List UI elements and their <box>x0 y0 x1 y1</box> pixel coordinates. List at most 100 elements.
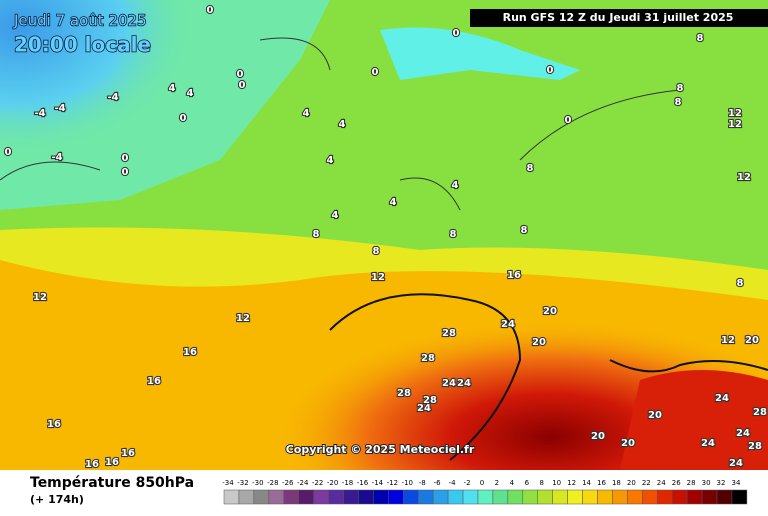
scale-tick-label: 12 <box>567 479 576 487</box>
contour-label: 16 <box>85 459 99 470</box>
contour-label: 8 <box>675 97 682 108</box>
scale-swatch <box>223 489 240 505</box>
contour-label: 8 <box>737 278 744 289</box>
contour-label: 0 <box>122 167 129 178</box>
contour-label: 8 <box>450 229 457 240</box>
contour-label: 12 <box>737 172 751 183</box>
legend-title: Température 850hPa <box>30 475 194 491</box>
scale-swatch <box>403 489 419 505</box>
scale-tick-label: 2 <box>495 479 499 487</box>
contour-label: 0 <box>122 153 129 164</box>
scale-swatch <box>268 489 285 505</box>
contour-label: 8 <box>697 33 704 44</box>
scale-tick-label: -30 <box>252 479 263 487</box>
scale-tick-label: 6 <box>525 479 530 487</box>
contour-label: 0 <box>239 80 246 91</box>
contour-label: 4 <box>452 180 459 191</box>
scale-swatch <box>253 489 270 505</box>
contour-label: 12 <box>371 272 385 283</box>
contour-label: 8 <box>527 163 534 174</box>
contour-label: 16 <box>47 419 61 430</box>
contour-label: 8 <box>521 225 528 236</box>
scale-swatch <box>388 489 404 505</box>
scale-tick-label: 34 <box>731 479 740 487</box>
scale-tick-label: -2 <box>464 479 471 487</box>
contour-label: 16 <box>121 448 135 459</box>
contour-label: 24 <box>417 403 431 414</box>
scale-swatch <box>328 489 344 505</box>
scale-swatch <box>686 489 703 505</box>
scale-swatch <box>447 489 464 505</box>
scale-swatch <box>657 489 673 505</box>
scale-tick-label: -32 <box>237 479 248 487</box>
contour-label: 24 <box>501 319 515 330</box>
scale-tick-label: -34 <box>222 479 234 487</box>
contour-label: -4 <box>54 103 65 114</box>
scale-swatch <box>701 489 718 505</box>
contour-label: 24 <box>715 393 729 404</box>
scale-tick-label: -16 <box>357 479 369 487</box>
contour-label: 8 <box>313 229 320 240</box>
copyright: Copyright © 2025 Meteociel.fr <box>286 443 475 456</box>
contour-label: 0 <box>547 65 554 76</box>
scale-tick-label: -10 <box>402 479 413 487</box>
contour-label: 28 <box>442 328 456 339</box>
scale-tick-label: 14 <box>582 479 591 487</box>
contour-label: 12 <box>236 313 250 324</box>
scale-swatch <box>417 489 434 505</box>
scale-tick-label: 8 <box>540 479 544 487</box>
scale-tick-label: 24 <box>657 479 666 487</box>
contour-label: 28 <box>421 353 435 364</box>
contour-label: 28 <box>397 388 411 399</box>
contour-label: 24 <box>736 428 750 439</box>
scale-swatch <box>358 489 374 505</box>
cold-zone <box>0 0 360 260</box>
scale-swatch <box>731 489 748 505</box>
scale-swatch <box>582 489 598 505</box>
contour-label: 0 <box>372 67 379 78</box>
isotherm <box>329 293 522 461</box>
contour-label: 28 <box>423 395 437 406</box>
contour-label: 16 <box>507 270 521 281</box>
color-scale: -34 -32 -30 -28 -26 -24 -22 -20 -18 -16 -14 -12 -10-… <box>222 479 748 505</box>
scale-tick-label: -24 <box>297 479 309 487</box>
scale-swatch <box>537 489 553 505</box>
scale-swatch <box>283 489 299 505</box>
scale-swatch <box>671 489 688 505</box>
scale-swatch <box>462 489 479 505</box>
scale-tick-label: -12 <box>387 479 398 487</box>
run-info: Run GFS 12 Z du Jeudi 31 juillet 2025 <box>503 11 734 24</box>
contour-label: 12 <box>728 108 742 119</box>
scale-tick-label: -22 <box>312 479 323 487</box>
scale-swatch <box>522 489 538 505</box>
contour-label: 4 <box>339 119 346 130</box>
contour-label: 16 <box>105 457 119 468</box>
scale-swatch <box>298 489 314 505</box>
scale-swatch <box>507 489 524 505</box>
valid-time: 20:00 locale <box>14 33 151 57</box>
contour-label: 12 <box>721 335 735 346</box>
scale-swatch <box>313 489 329 505</box>
scale-tick-label: 28 <box>687 479 696 487</box>
scale-swatch <box>552 489 568 505</box>
contour-label: 4 <box>332 210 339 221</box>
contour-label: 0 <box>207 5 214 16</box>
scale-swatch <box>343 489 359 505</box>
contour-label: 4 <box>303 108 310 119</box>
contour-label: 28 <box>748 441 762 452</box>
scale-tick-label: -28 <box>267 479 278 487</box>
scale-tick-label: 0 <box>480 479 484 487</box>
contour-label: 24 <box>701 438 715 449</box>
contour-label: -4 <box>51 152 62 163</box>
scale-swatch <box>567 489 583 505</box>
contour-label: -4 <box>107 92 118 103</box>
scale-tick-label: -20 <box>327 479 338 487</box>
contour-label: -4 <box>34 108 45 119</box>
contour-label: 16 <box>183 347 197 358</box>
contour-label: 8 <box>373 246 380 257</box>
contour-label: 20 <box>648 410 662 421</box>
coastline <box>0 37 681 211</box>
contour-label: 28 <box>753 407 767 418</box>
scale-swatch <box>597 489 613 505</box>
